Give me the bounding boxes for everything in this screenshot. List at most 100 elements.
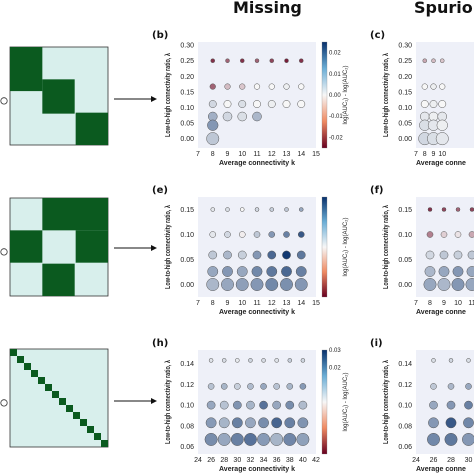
data-point: [431, 58, 436, 63]
matrix-middle-block-1: [42, 198, 109, 231]
data-point: [429, 100, 438, 108]
data-point: [441, 207, 447, 212]
colorbar-tick-label: -0.02: [329, 135, 343, 141]
data-point: [209, 231, 217, 238]
data-point: [253, 83, 261, 90]
y-tick-label: 0.10: [180, 403, 194, 410]
x-tick-label: 10: [238, 300, 246, 307]
data-point: [272, 400, 282, 410]
data-point: [447, 383, 455, 390]
y-tick-label: 0.30: [398, 43, 412, 50]
data-point: [210, 207, 215, 212]
data-point: [206, 132, 220, 146]
data-point: [440, 58, 445, 63]
matrix-bottom-block-7: [59, 398, 66, 405]
data-point: [206, 400, 216, 410]
colorbar-label: log(AUC₁) - log(AUC₂): [343, 217, 349, 276]
y-tick-label: 0.12: [180, 382, 194, 389]
data-point: [464, 400, 473, 410]
y-tick-label: 0.05: [398, 121, 412, 128]
x-tick-label: 13: [283, 151, 291, 158]
plot-area: [198, 350, 316, 454]
matrix-bottom-block-5: [45, 384, 52, 391]
x-tick-label: 34: [260, 457, 268, 464]
y-tick-label: 0.25: [180, 58, 194, 65]
data-point: [430, 383, 437, 390]
x-tick-label: 10: [238, 151, 246, 158]
data-point: [223, 100, 232, 108]
data-point: [247, 383, 254, 390]
data-point: [296, 250, 306, 260]
data-point: [444, 432, 458, 446]
y-tick-label: 0.00: [398, 282, 412, 289]
data-point: [462, 432, 474, 446]
data-point: [466, 266, 474, 277]
data-point: [435, 132, 449, 146]
x-axis-label: Average connectivity k: [219, 466, 295, 473]
data-point: [230, 432, 244, 446]
x-tick-label: 8: [211, 151, 215, 158]
plot-area: [198, 42, 316, 148]
data-point: [468, 231, 474, 238]
matrix-bottom-block-6: [52, 391, 59, 398]
data-point: [425, 250, 435, 260]
y-tick-label: 0.08: [180, 423, 194, 430]
data-point: [239, 83, 246, 90]
x-tick-label: 9: [226, 300, 230, 307]
matrix-bottom-block-1: [17, 356, 24, 363]
y-tick-label: 0.10: [398, 403, 412, 410]
data-point: [426, 231, 434, 238]
data-point: [221, 358, 227, 363]
colorbar-label: log(AUC₁) - log(AUC₂): [343, 372, 349, 431]
panel-label: (c): [370, 30, 385, 41]
matrix-bottom-block-13: [101, 440, 108, 447]
y-tick-label: 0.30: [180, 43, 194, 50]
scatter-panel-3: (c) 7 8 9 10 0.00 0.05 0.10 0.15 0.20 0.25 0.30 Aver…: [370, 30, 474, 167]
matrix-bottom-block-11: [87, 426, 94, 433]
y-tick-label: 0.12: [398, 382, 412, 389]
matrix-middle: [0, 197, 109, 297]
x-tick-label: 14: [297, 300, 305, 307]
data-point: [208, 358, 214, 363]
x-tick-label: 24: [194, 457, 202, 464]
matrix-middle-block-2: [75, 230, 108, 263]
x-tick-label: 36: [273, 457, 281, 464]
x-axis-label: Average conne: [416, 309, 466, 316]
panel-label: (e): [152, 185, 168, 196]
data-point: [273, 383, 280, 390]
y-tick-label: 0.00: [180, 282, 194, 289]
y-tick-label: 0.14: [398, 361, 412, 368]
data-point: [268, 83, 275, 90]
data-point: [298, 400, 308, 410]
matrix-bottom-block-10: [80, 419, 87, 426]
data-point: [295, 266, 307, 277]
x-tick-label: 30: [465, 457, 473, 464]
data-point: [251, 266, 263, 277]
data-point: [431, 358, 436, 363]
data-point: [299, 58, 304, 63]
data-point: [283, 432, 297, 446]
data-point: [235, 358, 240, 363]
x-tick-label: 10: [438, 151, 446, 158]
panel-label: (f): [370, 185, 384, 196]
data-point: [238, 231, 246, 238]
data-point: [446, 400, 456, 410]
matrix-top-block-1: [42, 79, 75, 114]
colorbar-tick-label: 0.03: [329, 348, 341, 354]
data-point: [237, 250, 247, 260]
x-tick-label: 8: [428, 300, 432, 307]
data-point: [427, 432, 440, 446]
colorbar: [321, 41, 328, 149]
data-point: [243, 432, 257, 446]
x-tick-label: 9: [432, 151, 436, 158]
matrix-top-block-0: [10, 47, 43, 92]
y-tick-label: 0.05: [180, 257, 194, 264]
data-point: [254, 58, 260, 63]
x-tick-label: 11: [253, 300, 260, 307]
data-point: [298, 83, 305, 90]
data-point: [267, 100, 276, 108]
data-point: [225, 207, 230, 212]
panel-label: (i): [370, 338, 383, 349]
data-point: [280, 278, 293, 291]
x-tick-label: 7: [196, 300, 200, 307]
